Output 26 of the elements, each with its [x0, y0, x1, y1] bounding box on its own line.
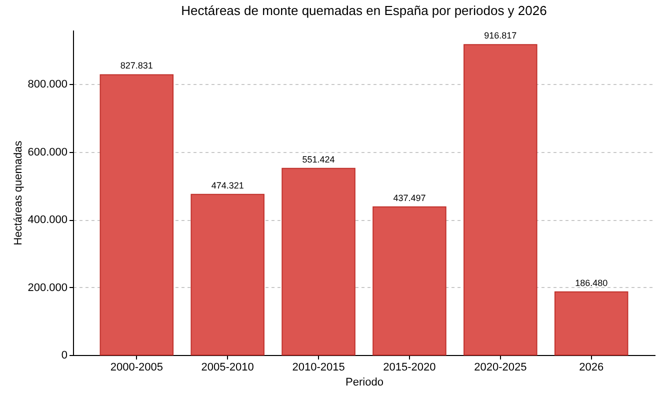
x-tick-label: 2000-2005	[110, 362, 163, 374]
data-label: 551.424	[302, 154, 335, 164]
x-tick-label: 2010-2015	[292, 362, 345, 374]
data-label: 916.817	[484, 30, 517, 41]
bar	[190, 194, 264, 356]
x-tick-label: 2026	[579, 362, 604, 374]
bar	[100, 74, 174, 356]
y-tick-label: 0	[61, 350, 68, 362]
x-tick-label: 2020-2025	[474, 362, 527, 374]
y-tick-label: 400.000	[28, 214, 68, 226]
y-tick-label: 200.000	[28, 282, 68, 294]
bar	[554, 291, 628, 356]
y-tick-label: 800.000	[28, 78, 68, 91]
bar	[464, 44, 538, 356]
x-tick-label: 2015-2020	[383, 362, 436, 374]
y-axis-title: Hectáreas quemadas	[12, 140, 25, 246]
data-label: 437.497	[393, 192, 426, 203]
x-tick-label: 2005-2010	[201, 362, 254, 374]
bar	[282, 168, 356, 356]
data-label: 186.480	[575, 278, 608, 288]
x-axis-title: Periodo	[346, 376, 384, 388]
data-label: 474.321	[211, 180, 244, 190]
chart-title: Hectáreas de monte quemadas en España por periodos y 2026	[181, 3, 547, 18]
bar	[372, 206, 446, 356]
y-tick-label: 600.000	[28, 146, 68, 158]
data-label: 827.831	[120, 60, 153, 71]
